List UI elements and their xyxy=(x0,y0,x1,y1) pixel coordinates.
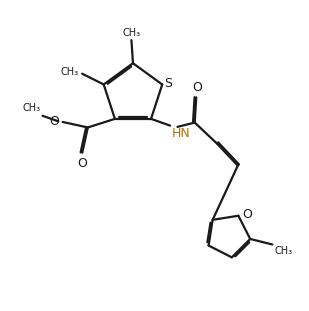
Text: HN: HN xyxy=(171,127,190,140)
Text: O: O xyxy=(192,81,202,94)
Text: O: O xyxy=(49,115,59,128)
Text: CH₃: CH₃ xyxy=(61,67,79,77)
Text: O: O xyxy=(243,208,252,221)
Text: CH₃: CH₃ xyxy=(274,246,292,256)
Text: S: S xyxy=(164,77,172,91)
Text: O: O xyxy=(77,157,87,170)
Text: CH₃: CH₃ xyxy=(122,28,141,38)
Text: CH₃: CH₃ xyxy=(22,103,40,113)
